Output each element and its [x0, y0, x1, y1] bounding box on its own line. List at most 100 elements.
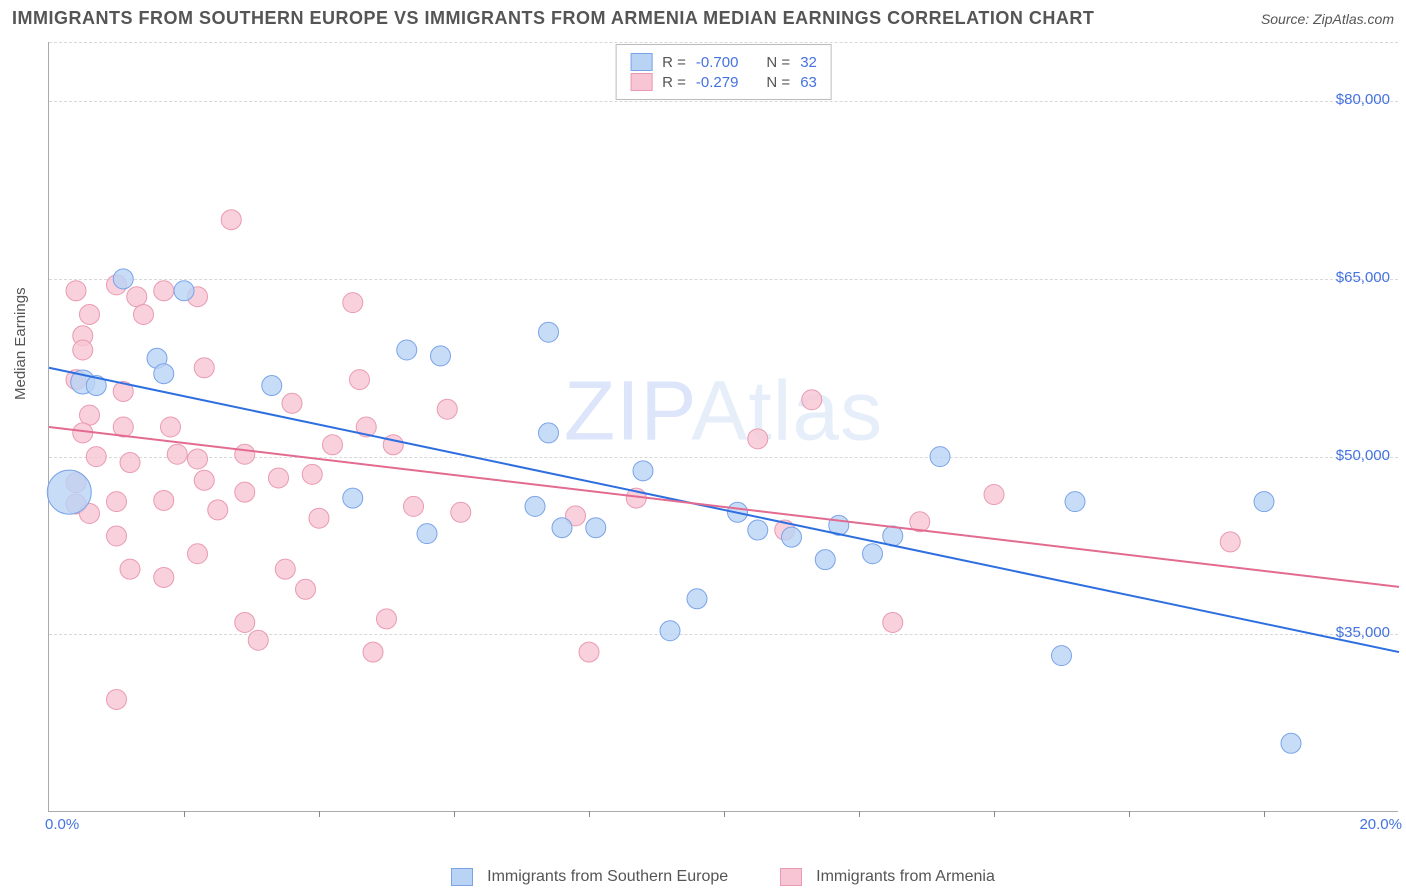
- scatter-point-pink: [235, 444, 255, 464]
- scatter-point-pink: [80, 304, 100, 324]
- scatter-point-pink: [579, 642, 599, 662]
- scatter-point-pink: [154, 281, 174, 301]
- scatter-point-blue: [1281, 733, 1301, 753]
- scatter-point-blue: [539, 322, 559, 342]
- x-tick-left: 0.0%: [45, 816, 79, 833]
- scatter-point-pink: [451, 502, 471, 522]
- scatter-point-blue: [343, 488, 363, 508]
- scatter-point-blue: [748, 520, 768, 540]
- scatter-point-blue: [174, 281, 194, 301]
- scatter-point-pink: [221, 210, 241, 230]
- scatter-point-pink: [107, 689, 127, 709]
- scatter-point-pink: [275, 559, 295, 579]
- chart-plot-area: ZIPAtlas R = -0.700 N = 32 R = -0.279 N …: [48, 42, 1398, 812]
- y-tick-label: $65,000: [1336, 269, 1390, 286]
- scatter-point-blue: [113, 269, 133, 289]
- x-tick-mark: [994, 811, 995, 817]
- scatter-point-blue: [863, 544, 883, 564]
- bottom-legend: Immigrants from Southern Europe Immigran…: [48, 868, 1398, 886]
- scatter-point-pink: [73, 340, 93, 360]
- scatter-point-pink: [120, 559, 140, 579]
- scatter-point-blue: [552, 518, 572, 538]
- scatter-point-pink: [269, 468, 289, 488]
- x-tick-mark: [454, 811, 455, 817]
- scatter-point-pink: [282, 393, 302, 413]
- scatter-point-pink: [296, 579, 316, 599]
- n-value-pink: 63: [800, 74, 817, 91]
- scatter-point-blue: [660, 621, 680, 641]
- scatter-point-blue: [633, 461, 653, 481]
- scatter-point-pink: [323, 435, 343, 455]
- scatter-point-pink: [235, 482, 255, 502]
- scatter-plot-svg: [49, 42, 1398, 811]
- scatter-point-blue: [930, 447, 950, 467]
- scatter-point-blue: [417, 524, 437, 544]
- scatter-point-pink: [107, 492, 127, 512]
- n-value-blue: 32: [800, 54, 817, 71]
- scatter-point-pink: [86, 447, 106, 467]
- scatter-point-blue: [431, 346, 451, 366]
- scatter-point-pink: [80, 405, 100, 425]
- source-label: Source: ZipAtlas.com: [1261, 11, 1394, 27]
- scatter-point-blue: [782, 527, 802, 547]
- scatter-point-pink: [66, 281, 86, 301]
- scatter-point-pink: [383, 435, 403, 455]
- r-value-pink: -0.279: [696, 74, 739, 91]
- trend-line-blue: [49, 368, 1399, 652]
- legend-swatch-blue: [451, 868, 473, 886]
- scatter-point-pink: [154, 567, 174, 587]
- scatter-point-pink: [802, 390, 822, 410]
- stats-swatch-blue: [630, 53, 652, 71]
- scatter-point-pink: [377, 609, 397, 629]
- scatter-point-pink: [107, 526, 127, 546]
- trend-line-pink: [49, 427, 1399, 587]
- legend-label-blue: Immigrants from Southern Europe: [487, 868, 728, 886]
- scatter-point-pink: [404, 496, 424, 516]
- scatter-point-pink: [984, 485, 1004, 505]
- chart-title: IMMIGRANTS FROM SOUTHERN EUROPE VS IMMIG…: [12, 8, 1094, 29]
- scatter-point-blue: [47, 470, 91, 514]
- legend-swatch-pink: [780, 868, 802, 886]
- x-tick-right: 20.0%: [1359, 816, 1402, 833]
- scatter-point-blue: [815, 550, 835, 570]
- scatter-point-pink: [235, 612, 255, 632]
- scatter-point-pink: [208, 500, 228, 520]
- scatter-point-pink: [302, 464, 322, 484]
- scatter-point-pink: [1220, 532, 1240, 552]
- scatter-point-blue: [687, 589, 707, 609]
- x-tick-mark: [724, 811, 725, 817]
- scatter-point-pink: [120, 453, 140, 473]
- x-tick-mark: [589, 811, 590, 817]
- scatter-point-blue: [1065, 492, 1085, 512]
- scatter-point-pink: [248, 630, 268, 650]
- scatter-point-blue: [262, 376, 282, 396]
- scatter-point-pink: [194, 470, 214, 490]
- legend-label-pink: Immigrants from Armenia: [816, 868, 995, 886]
- scatter-point-pink: [194, 358, 214, 378]
- y-tick-label: $50,000: [1336, 447, 1390, 464]
- scatter-point-pink: [188, 544, 208, 564]
- stats-legend-box: R = -0.700 N = 32 R = -0.279 N = 63: [615, 44, 832, 100]
- y-tick-label: $80,000: [1336, 91, 1390, 108]
- x-tick-mark: [1129, 811, 1130, 817]
- x-tick-mark: [1264, 811, 1265, 817]
- x-tick-mark: [184, 811, 185, 817]
- scatter-point-pink: [188, 449, 208, 469]
- y-tick-label: $35,000: [1336, 624, 1390, 641]
- scatter-point-blue: [539, 423, 559, 443]
- scatter-point-pink: [437, 399, 457, 419]
- scatter-point-pink: [309, 508, 329, 528]
- r-value-blue: -0.700: [696, 54, 739, 71]
- stats-swatch-pink: [630, 73, 652, 91]
- scatter-point-blue: [525, 496, 545, 516]
- scatter-point-pink: [134, 304, 154, 324]
- scatter-point-blue: [1052, 646, 1072, 666]
- scatter-point-pink: [167, 444, 187, 464]
- scatter-point-blue: [586, 518, 606, 538]
- x-tick-mark: [859, 811, 860, 817]
- scatter-point-pink: [154, 490, 174, 510]
- scatter-point-pink: [73, 423, 93, 443]
- scatter-point-pink: [363, 642, 383, 662]
- scatter-point-pink: [883, 612, 903, 632]
- scatter-point-blue: [1254, 492, 1274, 512]
